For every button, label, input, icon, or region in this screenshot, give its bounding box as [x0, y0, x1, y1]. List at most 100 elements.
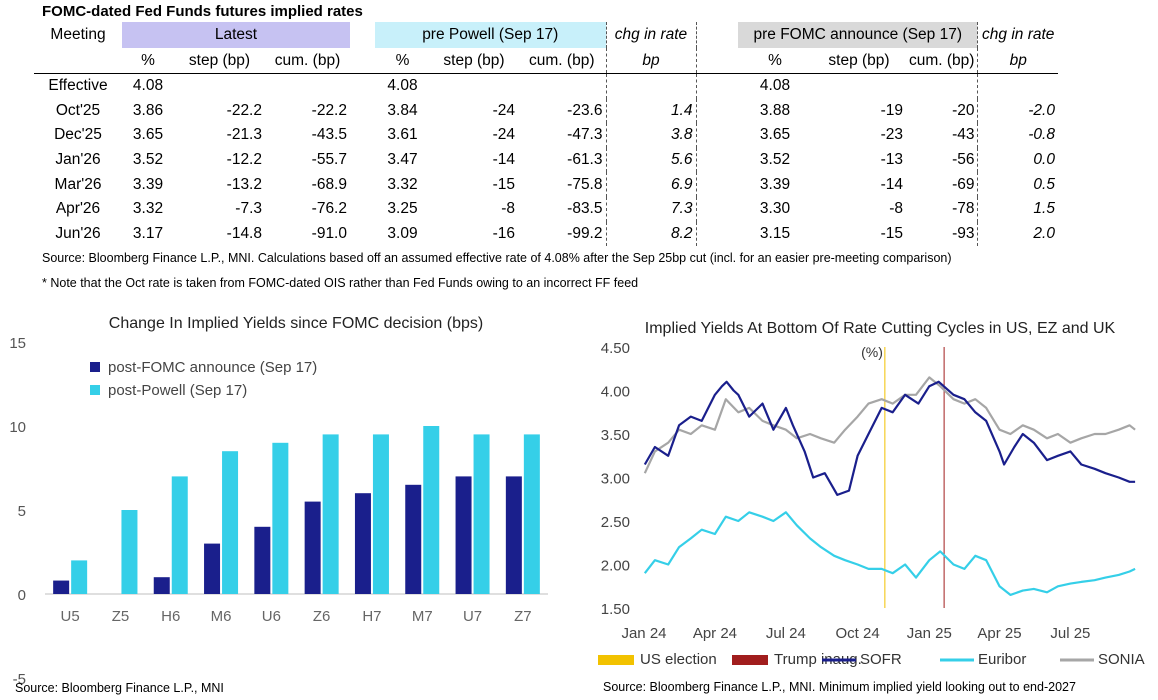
- powell-step-cell: -16: [492, 224, 515, 242]
- fomc-pct-cell: 4.08: [759, 77, 791, 95]
- line-x-tick-label: Jan 24: [621, 625, 666, 642]
- fomc-cum-cell: -78: [952, 200, 975, 218]
- meeting-cell: Jun'26: [55, 224, 101, 242]
- line-x-tick-label: Jul 24: [766, 625, 806, 642]
- latest-step-cell: -13.2: [226, 175, 262, 193]
- line-y-tick-label: 4.00: [601, 384, 630, 401]
- legend-label: Euribor: [978, 651, 1026, 668]
- line-chart-title: Implied Yields At Bottom Of Rate Cutting…: [645, 320, 1116, 337]
- sub-pct: %: [375, 48, 430, 74]
- latest-pct-cell: 4.08: [132, 77, 164, 95]
- series-line-sonia: [643, 376, 1136, 474]
- table-title: FOMC-dated Fed Funds futures implied rat…: [42, 3, 363, 20]
- sub-cum: cum. (bp): [518, 48, 606, 74]
- powell-step-cell: -14: [492, 151, 515, 169]
- sub-pct: %: [122, 48, 174, 74]
- bar-post-powell: [121, 510, 138, 594]
- sub-pct: %: [738, 48, 812, 74]
- powell-cum-cell: -75.8: [567, 175, 603, 193]
- bar-post-fomc: [254, 526, 271, 594]
- fomc-cum-cell: -93: [952, 224, 975, 242]
- latest-step-cell: -12.2: [226, 151, 262, 169]
- meeting-cell: Mar'26: [54, 175, 102, 193]
- line-y-tick-label: 3.50: [601, 427, 630, 444]
- sub-step: step (bp): [174, 48, 265, 74]
- line-chart: Implied Yields At Bottom Of Rate Cutting…: [598, 320, 1145, 668]
- bar-x-tick-label: Z6: [313, 608, 331, 625]
- meeting-cell: Oct'25: [55, 101, 101, 119]
- powell-step-cell: -24: [492, 101, 515, 119]
- powell-cum-cell: -99.2: [567, 224, 603, 242]
- bar-post-fomc: [153, 577, 170, 594]
- bar-x-tick-label: U6: [262, 608, 281, 625]
- latest-cum-cell: -22.2: [311, 101, 347, 119]
- sub-bp: bp: [977, 48, 1058, 74]
- latest-pct-cell: 3.32: [132, 200, 164, 218]
- header-pre-fomc: pre FOMC announce (Sep 17): [738, 22, 978, 48]
- chg-rate-2-cell: 0.0: [977, 147, 1058, 173]
- chg-rate-1-cell: 5.6: [605, 147, 697, 173]
- fomc-pct-cell: 3.15: [759, 224, 791, 242]
- bar-y-tick-label: 15: [9, 335, 26, 352]
- legend-label: post-Powell (Sep 17): [108, 382, 247, 399]
- latest-cum-cell: -91.0: [311, 224, 347, 242]
- bar-post-powell: [423, 426, 440, 594]
- latest-step-cell: -7.3: [235, 200, 262, 218]
- powell-pct-cell: 3.25: [387, 200, 418, 218]
- line-y-tick-label: 1.50: [601, 601, 630, 618]
- legend-label: Trump inaug.: [774, 651, 862, 668]
- table-row: Jan'26 3.52 -12.2 -55.7 3.47 -14 -61.3 5.6 3.52 -…: [34, 147, 1058, 173]
- sub-bp: bp: [605, 48, 697, 74]
- series-line-euribor: [643, 511, 1136, 596]
- meeting-cell: Jan'26: [55, 151, 101, 169]
- powell-pct-cell: 3.61: [387, 126, 418, 144]
- bar-post-powell: [372, 434, 389, 594]
- powell-cum-cell: -47.3: [567, 126, 603, 144]
- bar-post-powell: [523, 434, 540, 594]
- latest-pct-cell: 3.39: [132, 175, 164, 193]
- bar-chart-source: Source: Bloomberg Finance L.P., MNI: [15, 681, 224, 695]
- sub-cum: cum. (bp): [906, 48, 978, 74]
- chg-rate-2-cell: -0.8: [977, 123, 1058, 148]
- meeting-cell: Effective: [48, 77, 108, 95]
- powell-step-cell: -24: [492, 126, 515, 144]
- legend-swatch: [598, 655, 634, 665]
- bar-y-tick-label: 10: [9, 419, 26, 436]
- meeting-cell: Apr'26: [55, 200, 101, 218]
- bar-post-fomc: [53, 580, 70, 594]
- bar-post-fomc: [405, 484, 422, 594]
- chg-rate-1-cell: 3.8: [605, 123, 697, 148]
- bar-post-fomc: [505, 476, 522, 594]
- powell-pct-cell: 3.32: [387, 175, 418, 193]
- latest-cum-cell: -43.5: [311, 126, 347, 144]
- latest-pct-cell: 3.52: [132, 151, 164, 169]
- fomc-cum-cell: -43: [952, 126, 975, 144]
- fomc-pct-cell: 3.52: [759, 151, 791, 169]
- line-x-tick-label: Apr 25: [977, 625, 1021, 642]
- table-oct-note: * Note that the Oct rate is taken from F…: [42, 276, 639, 290]
- legend-label: post-FOMC announce (Sep 17): [108, 359, 317, 376]
- fomc-cum-cell: -20: [952, 101, 975, 119]
- bar-y-tick-label: 0: [18, 587, 26, 604]
- legend-swatch: [732, 655, 768, 665]
- header-meeting: Meeting: [50, 26, 106, 43]
- chg-rate-2-cell: 1.5: [977, 196, 1058, 222]
- table-row: Effective 4.08 4.08 4.08: [34, 73, 1058, 99]
- bar-y-tick-label: -5: [13, 671, 26, 685]
- powell-pct-cell: 3.84: [387, 101, 418, 119]
- header-pre-powell: pre Powell (Sep 17): [375, 22, 606, 48]
- fomc-step-cell: -13: [880, 151, 903, 169]
- sub-cum: cum. (bp): [265, 48, 350, 74]
- latest-cum-cell: [265, 74, 350, 99]
- latest-pct-cell: 3.86: [132, 101, 164, 119]
- bar-y-tick-label: 5: [18, 503, 26, 520]
- fomc-pct-cell: 3.30: [759, 200, 791, 218]
- chg-rate-2-cell: -2.0: [977, 98, 1058, 124]
- powell-step-cell: [430, 74, 518, 99]
- powell-pct-cell: 3.09: [387, 224, 418, 242]
- bar-x-tick-label: U7: [463, 608, 482, 625]
- fomc-step-cell: [812, 74, 906, 99]
- fomc-step-cell: -14: [880, 175, 903, 193]
- series-line-sofr: [643, 380, 1136, 496]
- powell-cum-cell: [518, 74, 606, 99]
